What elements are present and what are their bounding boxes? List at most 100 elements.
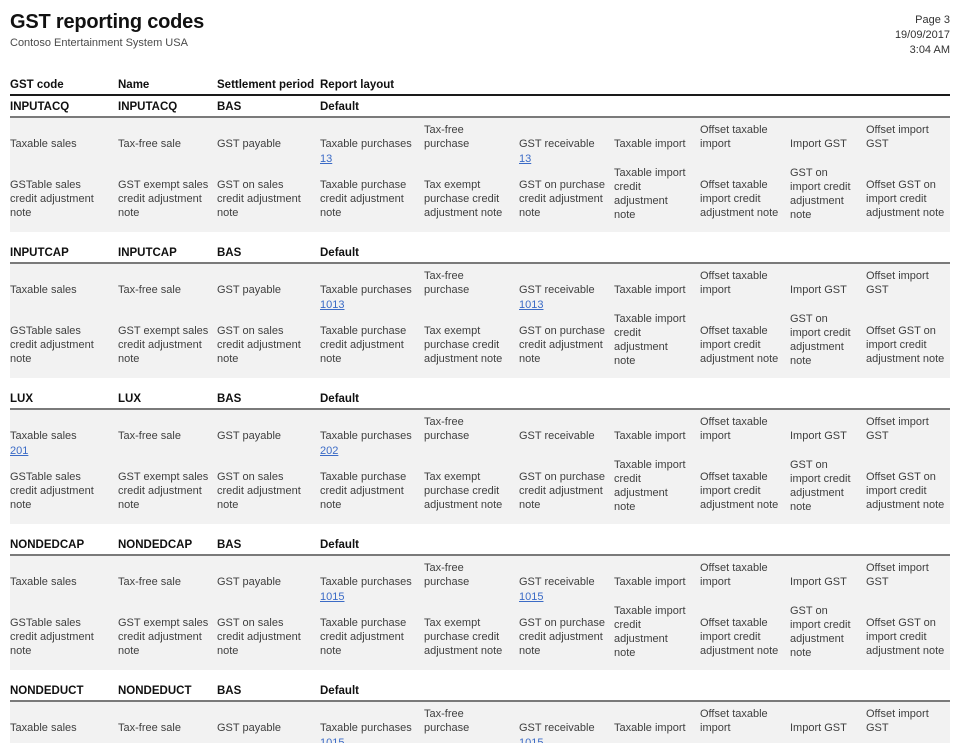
account-link-gst-receivable[interactable]: 13	[519, 153, 532, 165]
cell-taxable-sales: Taxable sales	[10, 269, 118, 312]
label-offset-taxable-import: Offset taxable import	[700, 562, 768, 588]
label-taxable-purchase-credit: Taxable purchase credit adjustment note	[320, 179, 407, 219]
posting-row-credit-notes: GSTable sales credit adjustment note GST…	[10, 166, 950, 222]
cell-tax-free-sale: Tax-free sale	[118, 123, 217, 166]
cell-offset-taxable-import-credit: Offset taxable import credit adjustment …	[700, 458, 790, 514]
report-header: GST reporting codes Contoso Entertainmen…	[0, 0, 969, 58]
label-gst-on-purchase-credit: GST on purchase credit adjustment note	[519, 325, 606, 365]
cell-tax-free-sale: Tax-free sale	[118, 269, 217, 312]
cell-gst-on-purchase-credit: GST on purchase credit adjustment note	[519, 604, 614, 660]
label-taxable-import: Taxable import	[614, 430, 686, 442]
cell-gst-exempt-sales-credit: GST exempt sales credit adjustment note	[118, 458, 217, 514]
cell-taxable-purchase-credit: Taxable purchase credit adjustment note	[320, 312, 424, 368]
label-import-gst: Import GST	[790, 722, 847, 734]
gst-code-section: INPUTACQ INPUTACQ BAS Default Taxable sa…	[10, 98, 950, 232]
label-offset-gst-on-import-credit: Offset GST on import credit adjustment n…	[866, 179, 945, 219]
label-offset-taxable-import: Offset taxable import	[700, 124, 768, 150]
cell-gst-on-import-credit: GST on import credit adjustment note	[790, 166, 866, 222]
cell-taxable-import: Taxable import	[614, 123, 700, 166]
label-import-gst: Import GST	[790, 284, 847, 296]
cell-taxable-sales: Taxable sales	[10, 123, 118, 166]
cell-gst-on-sales-credit: GST on sales credit adjustment note	[217, 604, 320, 660]
label-taxable-purchase-credit: Taxable purchase credit adjustment note	[320, 471, 407, 511]
account-link-taxable-purchases[interactable]: 202	[320, 445, 339, 457]
cell-tax-free-purchase: Tax-free purchase	[424, 123, 519, 166]
label-tax-free-purchase: Tax-free purchase	[424, 562, 470, 588]
sections-container: INPUTACQ INPUTACQ BAS Default Taxable sa…	[10, 98, 950, 743]
label-taxable-purchases: Taxable purchases	[320, 722, 412, 734]
label-taxable-import: Taxable import	[614, 284, 686, 296]
label-import-gst: Import GST	[790, 430, 847, 442]
account-link-gst-receivable[interactable]: 1015	[519, 591, 544, 603]
label-tax-exempt-purchase-credit: Tax exempt purchase credit adjustment no…	[424, 179, 503, 219]
label-taxable-purchases: Taxable purchases	[320, 284, 412, 296]
label-gst-receivable: GST receivable	[519, 138, 595, 150]
section-name: INPUTACQ	[118, 101, 178, 113]
column-header-settlement-period: Settlement period	[217, 79, 315, 91]
gst-code-section: NONDEDCAP NONDEDCAP BAS Default Taxable …	[10, 536, 950, 670]
cell-taxable-import: Taxable import	[614, 561, 700, 604]
section-report-layout: Default	[320, 101, 359, 113]
cell-offset-gst-on-import-credit: Offset GST on import credit adjustment n…	[866, 166, 950, 222]
section-gst-code: INPUTCAP	[10, 247, 69, 259]
cell-offset-gst-on-import-credit: Offset GST on import credit adjustment n…	[866, 312, 950, 368]
label-gst-receivable: GST receivable	[519, 430, 595, 442]
company-name: Contoso Entertainment System USA	[10, 37, 188, 49]
cell-gstable-sales-credit: GSTable sales credit adjustment note	[10, 166, 118, 222]
cell-gstable-sales-credit: GSTable sales credit adjustment note	[10, 604, 118, 660]
label-taxable-sales: Taxable sales	[10, 722, 77, 734]
label-offset-gst-on-import-credit: Offset GST on import credit adjustment n…	[866, 325, 945, 365]
cell-import-gst: Import GST	[790, 415, 866, 458]
cell-taxable-import: Taxable import	[614, 415, 700, 458]
cell-offset-gst-on-import-credit: Offset GST on import credit adjustment n…	[866, 604, 950, 660]
cell-tax-exempt-purchase-credit: Tax exempt purchase credit adjustment no…	[424, 458, 519, 514]
account-link-taxable-purchases[interactable]: 1015	[320, 737, 345, 743]
cell-import-gst: Import GST	[790, 561, 866, 604]
account-link-gst-receivable[interactable]: 1013	[519, 299, 544, 311]
column-header-gst-code: GST code	[10, 79, 64, 91]
posting-row-main: Taxable sales Tax-free sale GST payable …	[10, 561, 950, 604]
posting-row-main: Taxable sales Tax-free sale GST payable …	[10, 123, 950, 166]
cell-offset-import-gst: Offset import GST	[866, 123, 950, 166]
label-gst-exempt-sales-credit: GST exempt sales credit adjustment note	[118, 179, 209, 219]
gst-code-section: LUX LUX BAS Default Taxable sales 201 Ta…	[10, 390, 950, 524]
section-report-layout: Default	[320, 685, 359, 697]
section-report-layout: Default	[320, 247, 359, 259]
label-gst-payable: GST payable	[217, 722, 282, 734]
section-settlement-period: BAS	[217, 685, 242, 697]
section-settlement-period: BAS	[217, 539, 242, 551]
account-link-gst-receivable[interactable]: 1015	[519, 737, 544, 743]
cell-tax-free-sale: Tax-free sale	[118, 415, 217, 458]
report-date: 19/09/2017	[894, 29, 950, 41]
account-link-taxable-purchases[interactable]: 1015	[320, 591, 345, 603]
label-taxable-import-credit: Taxable import credit adjustment note	[614, 167, 686, 221]
cell-gst-on-import-credit: GST on import credit adjustment note	[790, 604, 866, 660]
cell-gst-receivable: GST receivable 13	[519, 123, 614, 166]
section-header-row: NONDEDCAP NONDEDCAP BAS Default	[10, 536, 950, 556]
gst-code-section: INPUTCAP INPUTCAP BAS Default Taxable sa…	[10, 244, 950, 378]
label-gstable-sales-credit: GSTable sales credit adjustment note	[10, 179, 94, 219]
cell-taxable-import: Taxable import	[614, 707, 700, 743]
section-name: INPUTCAP	[118, 247, 177, 259]
cell-gst-payable: GST payable	[217, 269, 320, 312]
account-link-taxable-purchases[interactable]: 1013	[320, 299, 345, 311]
account-link-taxable-sales[interactable]: 201	[10, 445, 29, 457]
cell-offset-import-gst: Offset import GST	[866, 415, 950, 458]
label-tax-exempt-purchase-credit: Tax exempt purchase credit adjustment no…	[424, 325, 503, 365]
cell-taxable-purchases: Taxable purchases 202	[320, 415, 424, 458]
cell-offset-import-gst: Offset import GST	[866, 269, 950, 312]
cell-taxable-sales: Taxable sales	[10, 561, 118, 604]
report-time: 3:04 AM	[909, 44, 950, 56]
cell-gst-on-import-credit: GST on import credit adjustment note	[790, 312, 866, 368]
cell-offset-taxable-import: Offset taxable import	[700, 415, 790, 458]
section-gst-code: INPUTACQ	[10, 101, 70, 113]
cell-offset-taxable-import: Offset taxable import	[700, 561, 790, 604]
label-taxable-purchases: Taxable purchases	[320, 138, 412, 150]
section-gst-code: NONDEDCAP	[10, 539, 85, 551]
label-gst-payable: GST payable	[217, 284, 282, 296]
column-header-report-layout: Report layout	[320, 79, 395, 91]
label-gst-exempt-sales-credit: GST exempt sales credit adjustment note	[118, 617, 209, 657]
posting-row-main: Taxable sales Tax-free sale GST payable …	[10, 269, 950, 312]
account-link-taxable-purchases[interactable]: 13	[320, 153, 333, 165]
label-gstable-sales-credit: GSTable sales credit adjustment note	[10, 325, 94, 365]
